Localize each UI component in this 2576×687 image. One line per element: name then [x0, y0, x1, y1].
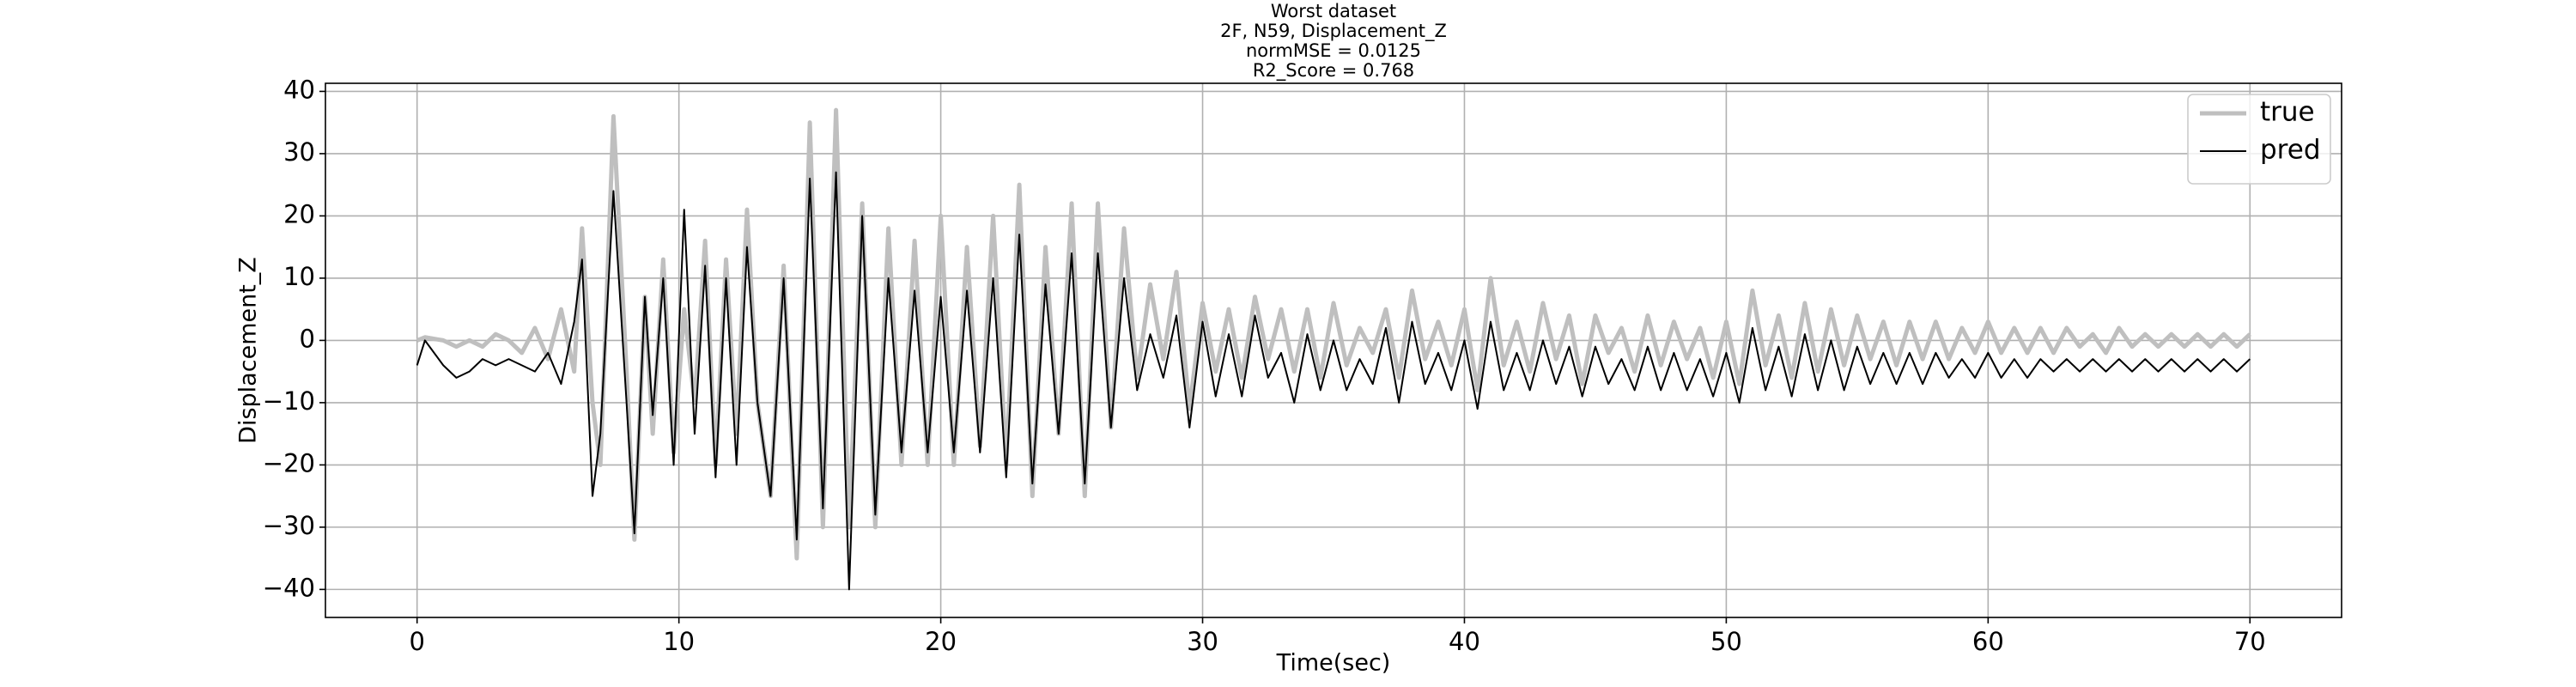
legend-label: true — [2260, 97, 2315, 128]
y-tick-label: 30 — [283, 137, 315, 167]
chart-title: R2_Score = 0.768 — [1253, 60, 1414, 82]
y-tick-label: 10 — [283, 262, 315, 291]
x-tick-label: 70 — [2234, 627, 2266, 656]
chart-title: Worst dataset — [1271, 1, 1396, 21]
x-axis-label: Time(sec) — [1276, 650, 1391, 677]
x-tick-label: 40 — [1449, 627, 1480, 656]
y-tick-label: 40 — [283, 75, 315, 104]
y-tick-label: 20 — [283, 199, 315, 228]
chart-title: normMSE = 0.0125 — [1246, 40, 1421, 61]
chart-title: 2F, N59, Displacement_Z — [1220, 21, 1447, 42]
line-series — [416, 107, 2251, 561]
line-series — [416, 171, 2251, 591]
x-tick-label: 30 — [1187, 627, 1218, 656]
x-tick-label: 60 — [1972, 627, 2004, 656]
legend-box — [2187, 94, 2331, 185]
y-tick-label: −10 — [263, 386, 315, 416]
x-tick-label: 10 — [663, 627, 695, 656]
plot-frame — [325, 82, 2342, 618]
x-tick-label: 0 — [410, 627, 425, 656]
x-tick-label: 50 — [1710, 627, 1742, 656]
legend-label: pred — [2260, 135, 2321, 166]
y-axis-label: Displacement_Z — [235, 257, 262, 444]
y-tick-label: −40 — [263, 573, 315, 602]
x-tick-label: 20 — [925, 627, 957, 656]
y-tick-label: −30 — [263, 511, 315, 540]
y-tick-label: 0 — [300, 324, 315, 353]
y-tick-label: −20 — [263, 448, 315, 477]
